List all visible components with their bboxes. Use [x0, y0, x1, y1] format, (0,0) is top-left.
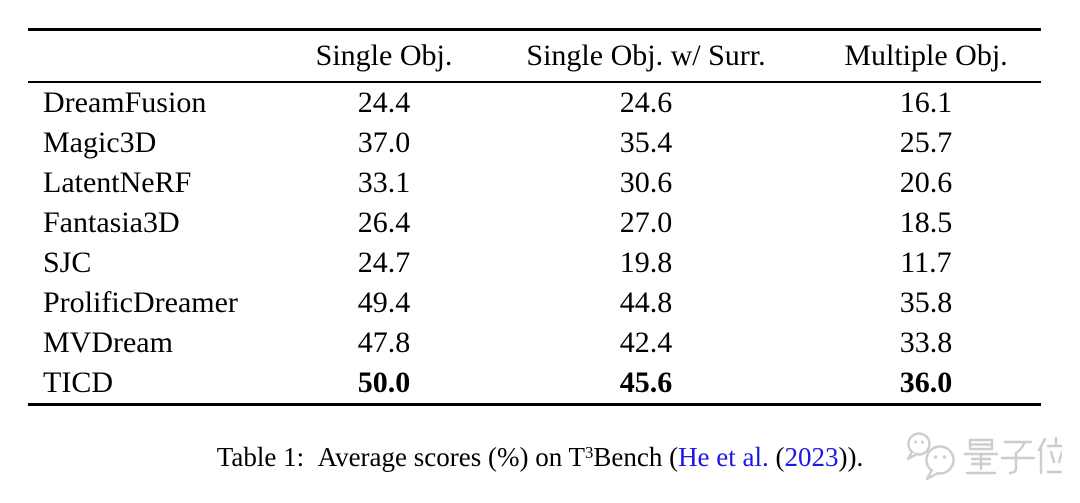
score-cell: 27.0 — [619, 206, 673, 239]
score-cell: 16.1 — [899, 86, 953, 119]
col-header-single-obj-surr: Single Obj. w/ Surr. — [481, 29, 811, 83]
table-row: SJC 24.7 19.8 11.7 — [28, 243, 1041, 283]
caption-text: )). — [838, 442, 864, 472]
score-cell: 49.4 — [357, 286, 411, 319]
method-name: TICD — [43, 366, 113, 399]
method-name: SJC — [43, 246, 92, 279]
caption-text: ( — [768, 442, 785, 472]
caption-text: Bench ( — [593, 442, 679, 472]
score-cell: 36.0 — [899, 366, 953, 399]
score-cell: 24.4 — [357, 86, 411, 119]
table-row: LatentNeRF 33.1 30.6 20.6 — [28, 163, 1041, 203]
score-cell: 33.8 — [899, 326, 953, 359]
header-empty-cell — [28, 29, 287, 83]
col-header-multiple-obj: Multiple Obj. — [811, 29, 1041, 83]
score-cell: 25.7 — [899, 126, 953, 159]
method-name: LatentNeRF — [43, 166, 192, 199]
qbitai-watermark — [902, 429, 1062, 487]
table-row: Fantasia3D 26.4 27.0 18.5 — [28, 203, 1041, 243]
table-row: MVDream 47.8 42.4 33.8 — [28, 323, 1041, 363]
score-cell: 18.5 — [899, 206, 953, 239]
score-cell: 37.0 — [357, 126, 411, 159]
score-cell: 44.8 — [619, 286, 673, 319]
score-cell: 45.6 — [619, 366, 673, 399]
method-name: Magic3D — [43, 126, 157, 159]
method-name: MVDream — [43, 326, 173, 359]
col-header-single-obj: Single Obj. — [287, 29, 481, 83]
score-cell: 35.4 — [619, 126, 673, 159]
score-cell: 24.7 — [357, 246, 411, 279]
score-cell: 24.6 — [619, 86, 673, 119]
method-name: Fantasia3D — [43, 206, 180, 239]
chat-bubbles-icon — [906, 432, 1062, 481]
score-cell: 33.1 — [357, 166, 411, 199]
caption-superscript: 3 — [584, 443, 594, 463]
method-name: ProlificDreamer — [43, 286, 238, 319]
caption-text: Table 1: Average scores (%) on T — [216, 442, 585, 472]
header-row: Single Obj. Single Obj. w/ Surr. Multipl… — [28, 29, 1041, 83]
score-cell: 42.4 — [619, 326, 673, 359]
table-row: Magic3D 37.0 35.4 25.7 — [28, 123, 1041, 163]
table-row-best: TICD 50.0 45.6 36.0 — [28, 363, 1041, 405]
score-cell: 19.8 — [619, 246, 673, 279]
citation-link-authors[interactable]: He et al. — [678, 442, 769, 472]
table-row: ProlificDreamer 49.4 44.8 35.8 — [28, 283, 1041, 323]
method-name: DreamFusion — [43, 86, 207, 119]
score-cell: 30.6 — [619, 166, 673, 199]
score-cell: 47.8 — [357, 326, 411, 359]
table-row: DreamFusion 24.4 24.6 16.1 — [28, 82, 1041, 123]
score-cell: 50.0 — [357, 366, 411, 399]
score-cell: 11.7 — [900, 246, 952, 279]
table-caption: Table 1: Average scores (%) on T3Bench (… — [0, 440, 1080, 478]
citation-link-year[interactable]: 2023 — [784, 442, 839, 472]
score-cell: 26.4 — [357, 206, 411, 239]
scores-table: Single Obj. Single Obj. w/ Surr. Multipl… — [28, 28, 1041, 406]
score-cell: 35.8 — [899, 286, 953, 319]
score-cell: 20.6 — [899, 166, 953, 199]
